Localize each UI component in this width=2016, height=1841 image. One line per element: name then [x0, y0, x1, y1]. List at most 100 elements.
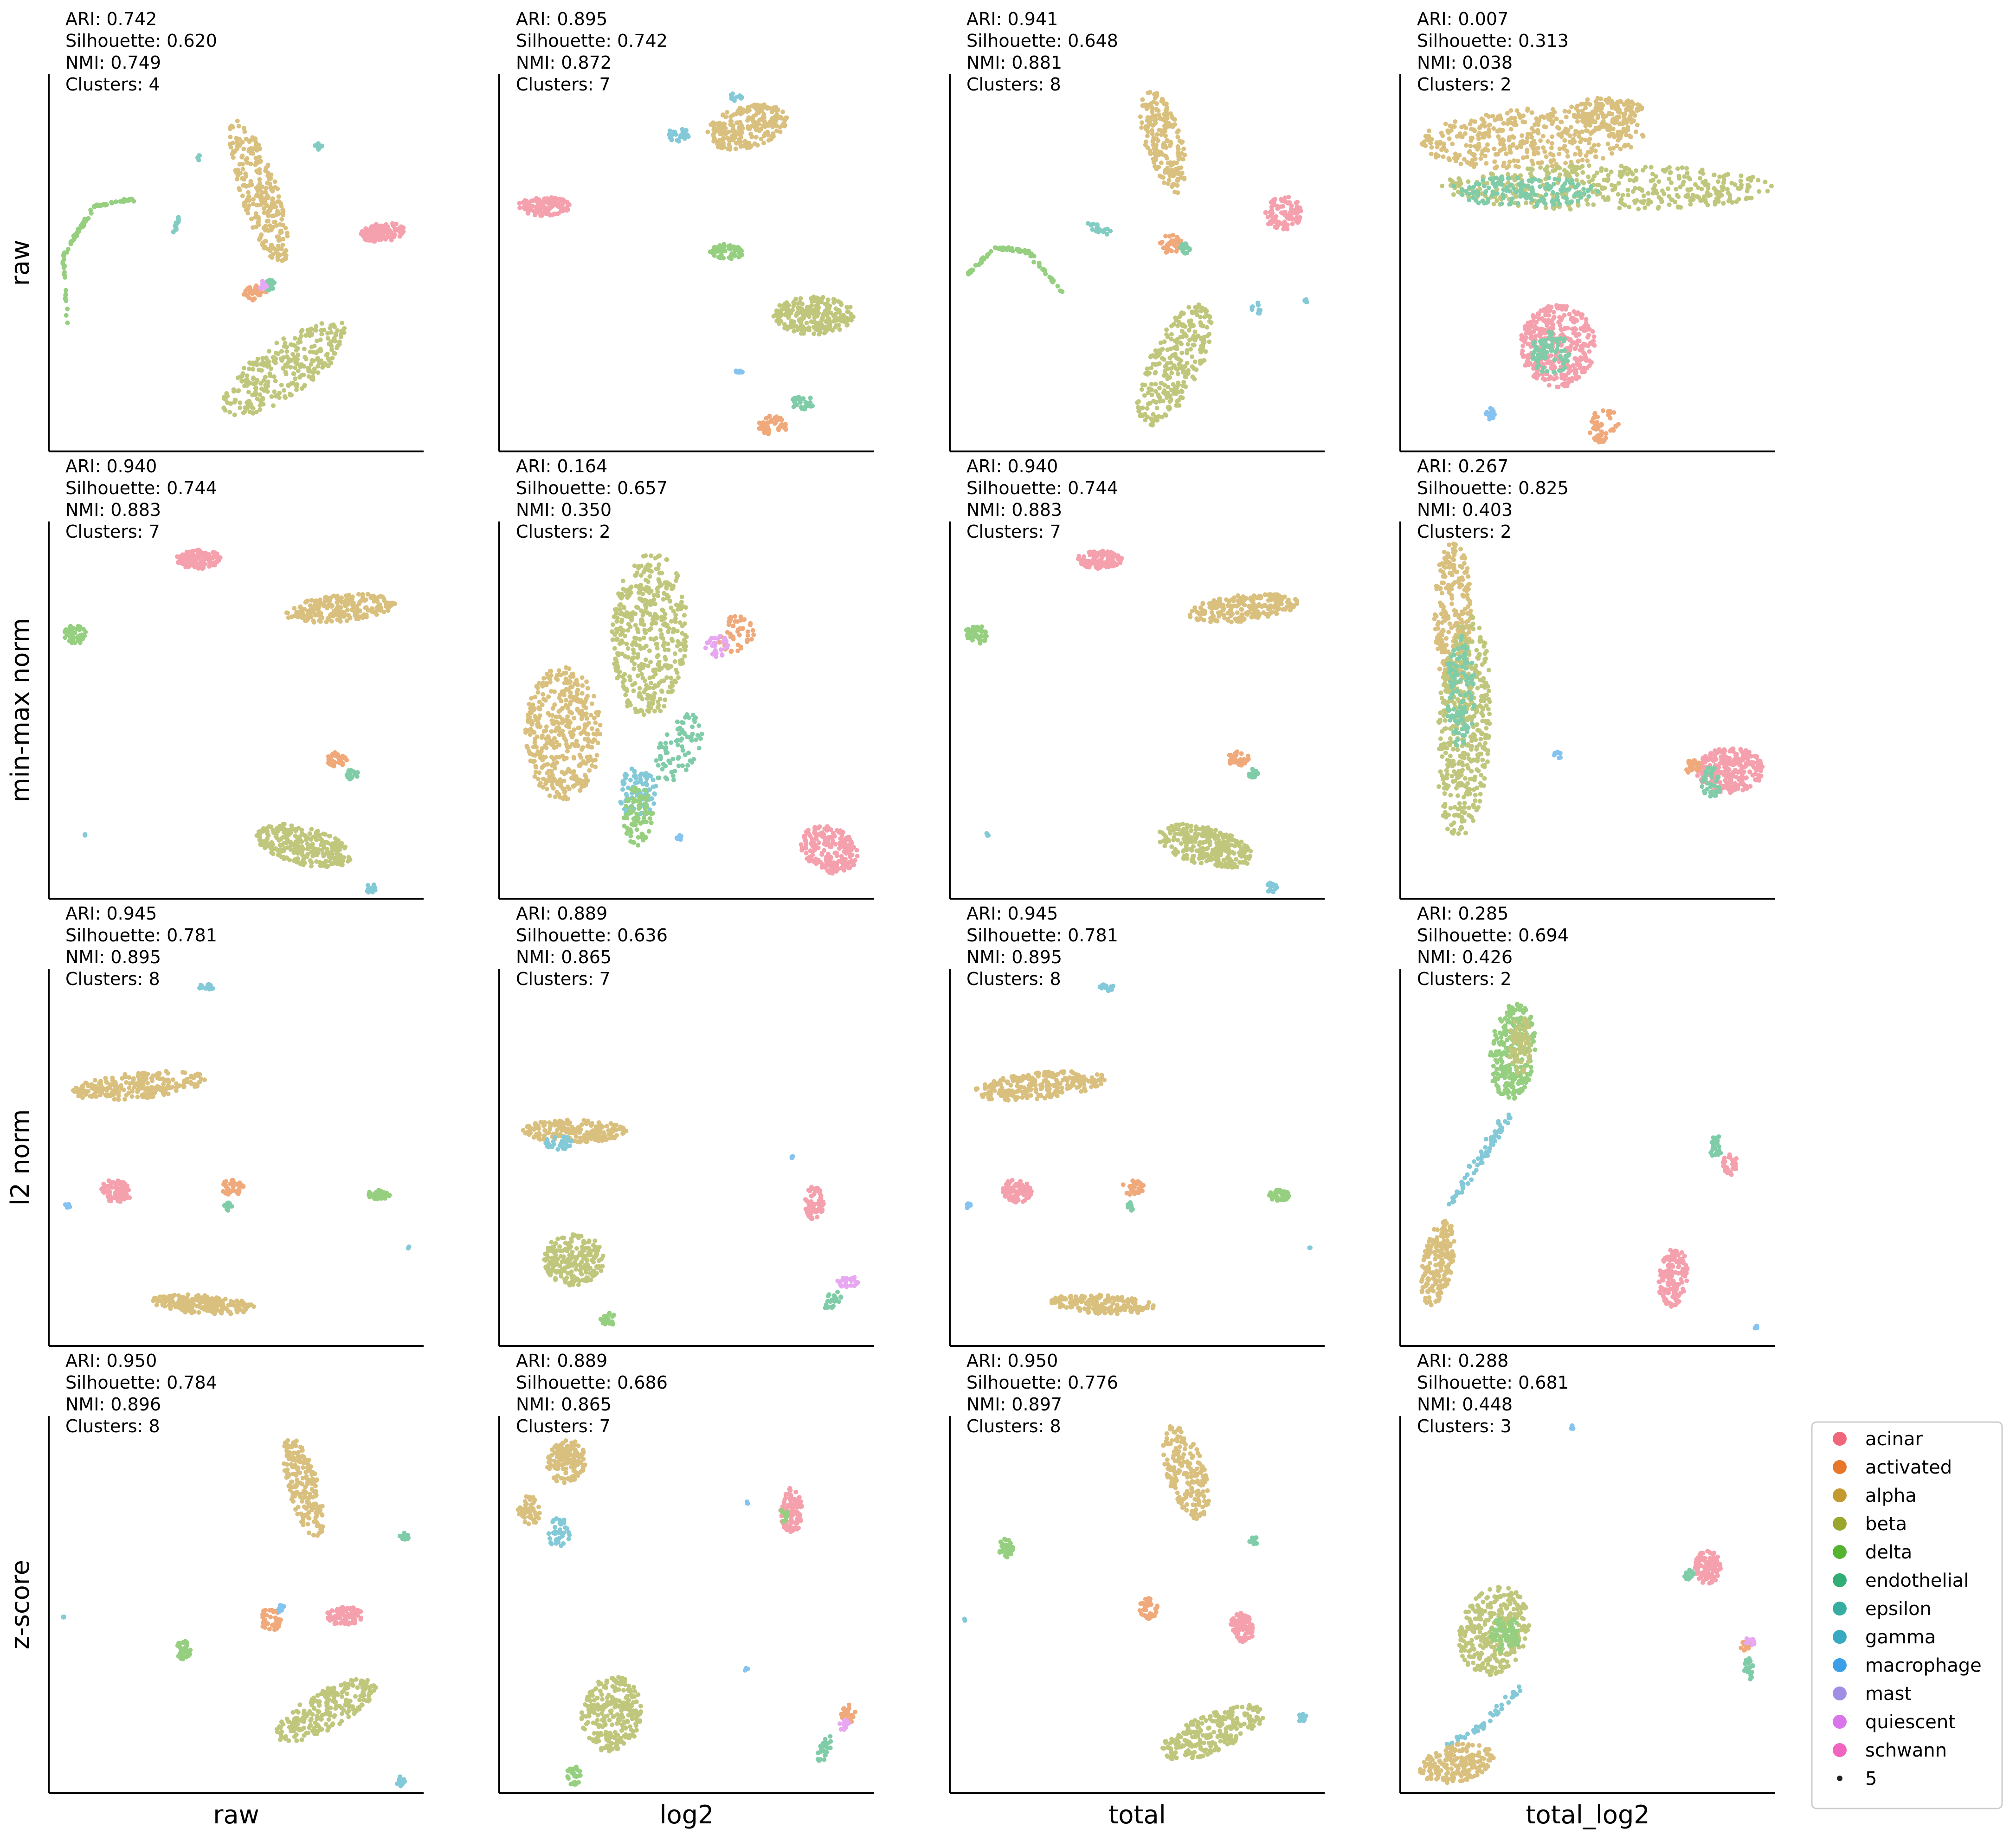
point-alpha [1146, 90, 1151, 96]
point-beta [1738, 179, 1743, 183]
point-beta [314, 324, 319, 329]
point-beta [1601, 194, 1606, 200]
point-beta [288, 393, 293, 398]
point-alpha [1453, 119, 1458, 124]
point-beta [1198, 320, 1203, 325]
point-epsilon [175, 220, 180, 225]
point-activated [1616, 422, 1621, 427]
point-beta [273, 379, 278, 384]
point-alpha [1593, 99, 1598, 104]
point-endothelial [1526, 184, 1531, 189]
point-beta [792, 319, 797, 324]
point-alpha [1146, 117, 1151, 122]
point-delta [77, 627, 82, 632]
point-beta [1202, 315, 1207, 320]
point-delta [104, 202, 109, 207]
point-alpha [1529, 143, 1534, 148]
point-alpha [744, 141, 749, 146]
ari-label: ARI: 0.007 [1417, 9, 1508, 29]
point-beta [315, 338, 319, 343]
point-beta [1174, 344, 1179, 349]
point-endothelial [1595, 189, 1600, 194]
point-alpha [1621, 126, 1626, 131]
point-alpha [1463, 131, 1468, 136]
point-beta [315, 829, 320, 834]
point-alpha [1626, 102, 1631, 107]
point-endothelial [1519, 184, 1523, 189]
point-beta [1713, 199, 1718, 204]
point-beta [333, 333, 338, 338]
point-beta [266, 349, 271, 354]
point-endothelial [1499, 201, 1504, 206]
point-alpha [1542, 149, 1547, 154]
point-alpha [1484, 161, 1489, 166]
point-beta [242, 366, 246, 371]
point-activated [1591, 416, 1596, 421]
point-endothelial [1460, 188, 1465, 193]
point-acinar [192, 554, 197, 559]
point-endothelial [1539, 353, 1544, 358]
point-alpha [1175, 144, 1180, 149]
point-endothelial [1467, 191, 1472, 196]
point-acinar [1576, 375, 1581, 380]
point-beta [259, 386, 264, 391]
point-alpha [241, 147, 246, 151]
point-beta [828, 327, 833, 332]
point-alpha [1491, 126, 1496, 131]
point-alpha [251, 201, 256, 206]
point-alpha [1546, 139, 1551, 144]
scatter-points [62, 547, 398, 895]
point-alpha [552, 689, 557, 694]
point-beta [1712, 186, 1717, 191]
point-acinar [198, 554, 203, 559]
point-acinar [1520, 348, 1525, 354]
point-beta [1747, 184, 1752, 189]
point-acinar [1562, 313, 1567, 318]
point-beta [795, 305, 800, 310]
point-endothelial [1573, 191, 1578, 196]
clusters-label: Clusters: 7 [516, 74, 611, 95]
point-alpha [260, 241, 265, 246]
point-acinar [1297, 206, 1302, 210]
point-beta [1179, 341, 1184, 347]
point-endothelial [1550, 200, 1555, 204]
point-beta [839, 319, 844, 324]
point-beta [299, 386, 304, 391]
point-alpha [1586, 141, 1591, 146]
point-beta [814, 295, 819, 300]
point-acinar [1572, 309, 1577, 314]
point-beta [277, 849, 282, 854]
point-alpha [580, 683, 585, 688]
point-endothelial [1481, 178, 1486, 183]
point-alpha [736, 139, 741, 144]
point-alpha [250, 151, 255, 156]
point-beta [291, 371, 296, 376]
point-beta [282, 827, 287, 832]
point-alpha [1575, 119, 1580, 124]
point-beta [1735, 186, 1740, 191]
point-beta [284, 349, 290, 354]
point-beta [303, 354, 308, 360]
point-alpha [1588, 131, 1593, 136]
point-acinar [517, 205, 522, 210]
point-alpha [1605, 142, 1610, 147]
point-alpha [1180, 157, 1185, 162]
point-alpha [1146, 129, 1151, 134]
point-beta [251, 367, 256, 372]
point-endothelial [1577, 193, 1582, 198]
point-beta [825, 311, 831, 316]
point-beta [308, 369, 313, 374]
point-beta [274, 835, 279, 840]
point-alpha [1419, 141, 1424, 146]
point-alpha [240, 193, 245, 199]
point-alpha [1154, 108, 1159, 113]
point-acinar [193, 559, 198, 564]
point-alpha [1623, 133, 1629, 137]
point-delta [68, 241, 73, 246]
point-alpha [1487, 128, 1491, 133]
point-quiescent [262, 282, 267, 287]
point-beta [1156, 348, 1161, 353]
point-beta [271, 403, 276, 408]
point-acinar [1269, 218, 1274, 223]
